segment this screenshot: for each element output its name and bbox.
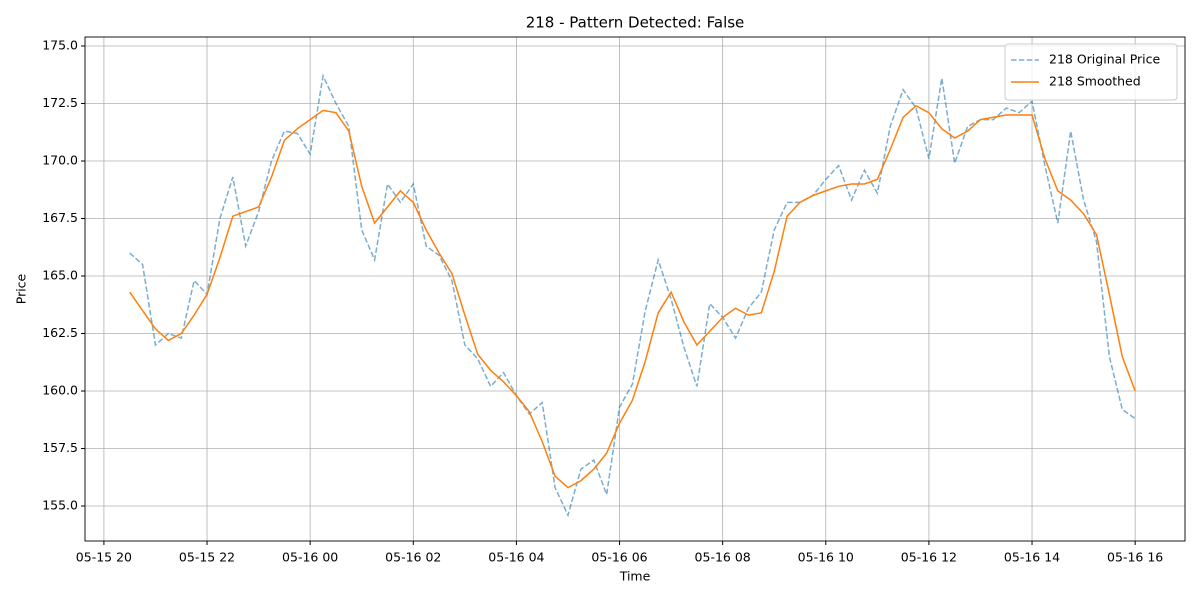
x-axis-label: Time <box>619 569 651 584</box>
y-axis-label: Price <box>14 273 29 304</box>
x-tick-label: 05-16 04 <box>488 550 544 565</box>
x-tick-label: 05-16 02 <box>385 550 441 565</box>
legend-box <box>1004 43 1178 101</box>
x-tick-label: 05-15 20 <box>76 550 132 565</box>
y-tick-label: 167.5 <box>42 210 78 225</box>
y-tick-label: 157.5 <box>42 440 78 455</box>
legend-label: 218 Smoothed <box>1049 74 1141 89</box>
y-tick-label: 172.5 <box>42 95 78 110</box>
y-tick-label: 165.0 <box>42 268 78 283</box>
y-tick-label: 170.0 <box>42 152 78 167</box>
y-tick-label: 155.0 <box>42 498 78 513</box>
x-tick-label: 05-16 12 <box>901 550 957 565</box>
x-tick-label: 05-16 06 <box>591 550 647 565</box>
x-tick-label: 05-16 14 <box>1004 550 1060 565</box>
y-tick-label: 175.0 <box>42 37 78 52</box>
series-line <box>129 73 1136 518</box>
x-tick-label: 05-16 00 <box>282 550 338 565</box>
x-tick-label: 05-15 22 <box>179 550 235 565</box>
x-tick-label: 05-16 10 <box>798 550 854 565</box>
x-tick-label: 05-16 08 <box>695 550 751 565</box>
legend: 218 Original Price 218 Smoothed <box>1004 43 1178 101</box>
y-tick-label: 160.0 <box>42 383 78 398</box>
x-tick-label: 05-16 16 <box>1107 550 1163 565</box>
legend-label: 218 Original Price <box>1049 52 1161 67</box>
plot-frame <box>84 36 1186 542</box>
y-tick-label: 162.5 <box>42 325 78 340</box>
chart-title: 218 - Pattern Detected: False <box>526 14 745 32</box>
series-line <box>129 104 1136 489</box>
